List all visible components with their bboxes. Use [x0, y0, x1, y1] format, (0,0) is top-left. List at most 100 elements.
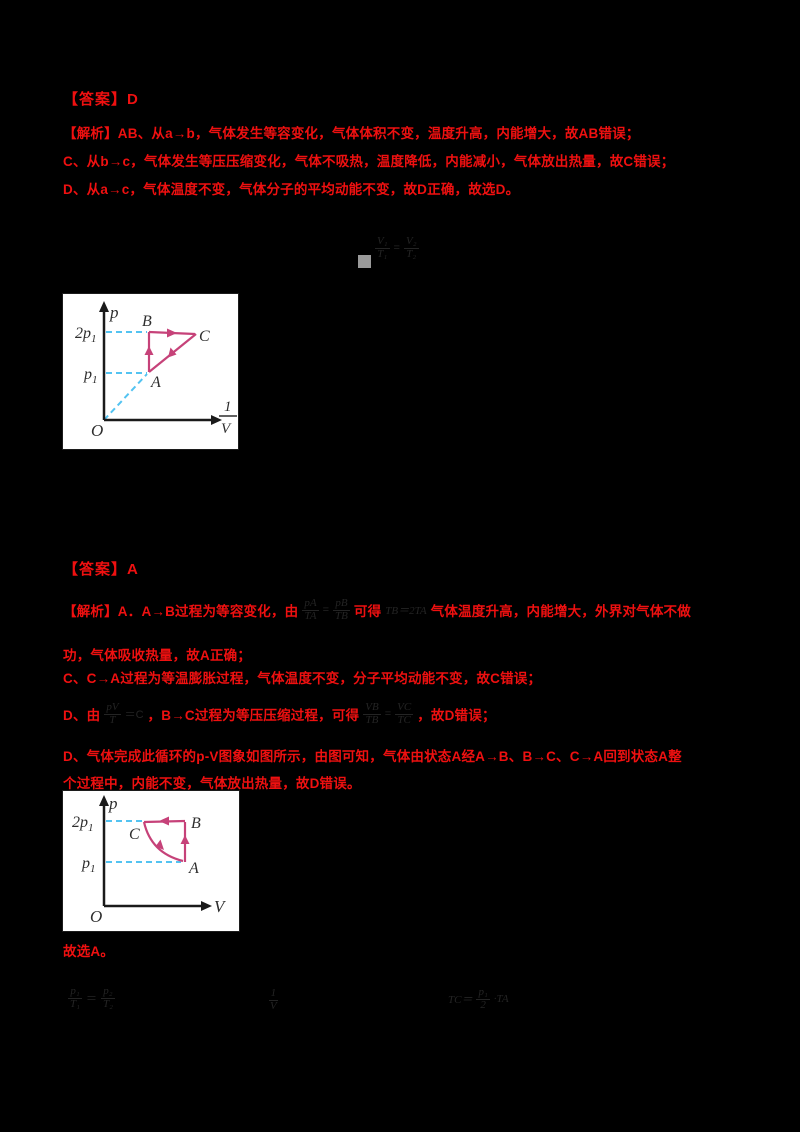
formula-artifact-square — [358, 255, 371, 268]
fraction: VB TB — [363, 700, 381, 726]
tick-2p1: 2p1 — [75, 325, 97, 345]
x-axis-label: V — [214, 897, 227, 916]
fraction-numerator: p₂ — [101, 984, 115, 999]
arrow-left — [159, 816, 169, 826]
fraction-denominator: TB — [365, 713, 379, 726]
tick-p1: p1 — [83, 366, 98, 386]
pv-inverse-graph: p 2p1 p1 B C A O 1 V — [75, 301, 237, 440]
equals-sign: = — [322, 604, 330, 616]
fraction-denominator: T₁ — [70, 997, 80, 1010]
solution-text: ，故D错误； — [417, 708, 496, 723]
x-axis-frac-den: V — [221, 421, 232, 437]
solution2-line3: C、C→A过程为等温膨胀过程，气体温度不变，分子平均动能不变，故C错误； — [63, 671, 542, 686]
solution2-line5b: 个过程中，内能不变，气体放出热量，故D错误。 — [63, 776, 361, 791]
fraction-numerator: VB — [363, 700, 381, 715]
equals-sign: = — [393, 242, 400, 254]
arrow-right — [167, 328, 177, 338]
tick-sub: 1 — [91, 333, 97, 345]
pv-diagram: p 2p1 p1 C B A O V — [62, 790, 240, 932]
tick-sub: 1 — [90, 863, 96, 875]
tick-main: 2p — [75, 325, 91, 342]
arrow-up — [180, 835, 190, 844]
point-label-a: A — [150, 374, 161, 391]
fraction-numerator: V₂ — [403, 234, 419, 249]
tick-main: p — [83, 366, 92, 383]
solution1-line2: C、从b→c，气体发生等压压缩变化，气体不吸热，温度降低，内能减小，气体放出热量… — [63, 154, 675, 169]
origin-label: O — [91, 421, 103, 440]
fraction-numerator: pA — [302, 596, 319, 611]
fraction: VC TC — [395, 700, 414, 726]
dashed-guide-origin-a — [103, 373, 148, 421]
solution-text: D、由 — [63, 708, 101, 723]
fraction: pB TB — [333, 596, 350, 622]
arrow-down-left — [168, 347, 177, 358]
fraction-denominator: T — [109, 713, 116, 726]
inline-formula: ＝C — [124, 709, 144, 721]
solution1-line3: D、从a→c，气体温度不变，气体分子的平均动能不变，故D正确，故选D。 — [63, 182, 520, 197]
fraction-denominator: TB — [335, 609, 348, 622]
y-axis-label: p — [108, 794, 118, 813]
tick-2p1: 2p1 — [72, 814, 94, 834]
solution-text: 气体温度升高，内能增大，外界对气体不做 — [430, 604, 691, 619]
y-axis-arrow — [99, 301, 109, 312]
fraction-numerator: VC — [395, 700, 414, 715]
inline-formula: ·TA — [493, 993, 509, 1005]
point-label-b: B — [142, 313, 152, 330]
fraction: p₁ T₁ — [68, 985, 82, 1010]
inline-formula: TB＝2TA — [385, 605, 427, 617]
fraction: V₁ T₁ — [375, 234, 390, 260]
solution-text: ，B→C过程为等压压缩过程，可得 — [147, 708, 360, 723]
origin-label: O — [90, 907, 102, 926]
inline-formula: TC＝ — [448, 994, 473, 1006]
faint-formula-3: TC＝ p₁ 2 ·TA — [448, 983, 509, 1015]
arrow-down-right — [155, 839, 164, 850]
tick-main: p — [81, 855, 90, 872]
tick-main: 2p — [72, 814, 88, 831]
solution-text: 可得 — [353, 604, 382, 619]
fraction-denominator: TA — [304, 609, 317, 622]
faint-formula-2: 1 V — [268, 985, 279, 1015]
closing-statement: 故选A。 — [63, 944, 115, 959]
solution2-line2: 功，气体吸收热量，故A正确； — [63, 648, 252, 663]
point-label-c: C — [129, 826, 140, 843]
isotherm-curve-c-a — [142, 821, 184, 863]
solution-text: 【解析】A．A→B过程为等容变化，由 — [63, 604, 299, 619]
fraction: p₂ T₂ — [101, 984, 115, 1010]
x-axis-arrow — [201, 901, 212, 911]
fraction: pA TA — [302, 596, 319, 622]
equals-sign: ＝ — [85, 993, 97, 1005]
y-axis-label: p — [109, 303, 119, 322]
tick-sub: 1 — [88, 822, 94, 834]
pv-inverse-diagram: p 2p1 p1 B C A O 1 V — [62, 293, 239, 450]
point-label-a: A — [188, 860, 199, 877]
point-label-b: B — [191, 815, 201, 832]
fraction-denominator: 2 — [480, 998, 486, 1011]
x-axis-frac-num: 1 — [224, 399, 232, 415]
fraction-denominator: T₂ — [406, 247, 417, 260]
fraction-denominator: T₁ — [377, 247, 388, 260]
tick-sub: 1 — [92, 374, 98, 386]
point-label-c: C — [199, 328, 210, 345]
x-axis-arrow — [211, 415, 222, 425]
pv-graph: p 2p1 p1 C B A O V — [72, 794, 227, 926]
solution1-line1: 【解析】AB、从a→b，气体发生等容变化，气体体积不变，温度升高，内能增大，故A… — [63, 126, 640, 141]
answer-label-2: 【答案】A — [63, 561, 139, 578]
fraction: V₂ T₂ — [403, 234, 419, 260]
fraction-numerator: pV — [104, 700, 121, 715]
tick-p1: p1 — [81, 855, 96, 875]
fraction-numerator: V₁ — [375, 234, 390, 249]
fraction: p₁ 2 — [476, 985, 490, 1011]
fraction-numerator: pB — [333, 596, 350, 611]
fraction-denominator: T₂ — [102, 997, 113, 1010]
solution2-line1: 【解析】A．A→B过程为等容变化，由 pA TA = pB TB 可得 TB＝2… — [63, 590, 691, 630]
equals-sign: = — [384, 708, 392, 720]
y-axis-arrow — [99, 795, 109, 806]
fraction-denominator: TC — [397, 713, 411, 726]
solution2-line4: D、由 pV T ＝C ，B→C过程为等压压缩过程，可得 VB TB = VC … — [63, 694, 496, 734]
fraction-numerator: 1 — [268, 986, 279, 1001]
fraction-numerator: p₁ — [476, 985, 490, 1000]
fraction: pV T — [104, 700, 121, 726]
faint-formula-1: p₁ T₁ ＝ p₂ T₂ — [68, 982, 115, 1014]
solution2-line5a: D、气体完成此循环的p-V图象如图所示，由图可知，气体由状态A经A→B、B→C、… — [63, 749, 682, 764]
center-formula: V₁ T₁ = V₂ T₂ — [358, 228, 419, 268]
